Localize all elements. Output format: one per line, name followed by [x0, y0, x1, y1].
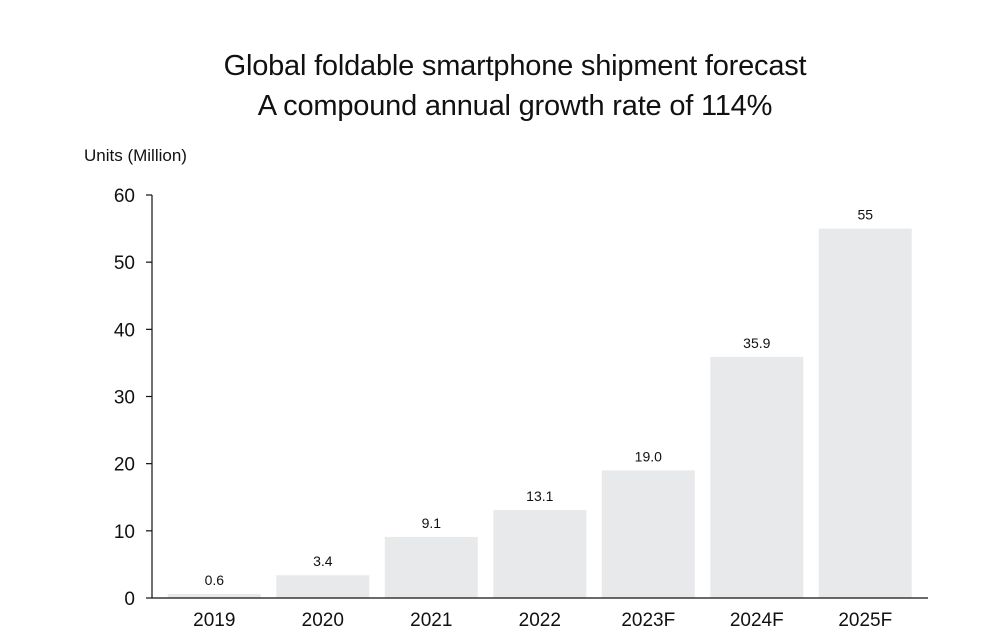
chart-title: Global foldable smartphone shipment fore…: [223, 50, 807, 82]
y-tick-label-0: 0: [124, 589, 135, 610]
data-label-2022: 13.1: [526, 488, 553, 504]
x-tick-label-2020: 2020: [302, 610, 344, 631]
bars-group: [167, 228, 912, 598]
bar-2020: [276, 575, 370, 598]
y-tick-label-20: 20: [114, 455, 135, 476]
x-tick-label-2019: 2019: [193, 610, 235, 631]
bar-2023F: [601, 470, 695, 598]
bar-2022: [493, 510, 587, 598]
y-tick-label-60: 60: [114, 186, 135, 207]
x-tick-label-2022: 2022: [519, 610, 561, 631]
bar-2024F: [710, 356, 804, 598]
bar-2025F: [818, 228, 912, 598]
y-axis-label: Units (Million): [84, 146, 187, 165]
y-tick-label-10: 10: [114, 522, 135, 543]
x-tick-label-2025F: 2025F: [838, 610, 892, 631]
data-label-2024F: 35.9: [743, 335, 770, 351]
bar-2019: [167, 594, 261, 598]
data-label-2019: 0.6: [205, 572, 225, 588]
data-label-2025F: 55: [858, 207, 874, 223]
data-label-2021: 9.1: [422, 515, 442, 531]
y-axis: 0 10 20 30 40 50 60: [114, 186, 153, 610]
bar-2021: [384, 536, 478, 598]
x-axis: 2019 2020 2021 2022 2023F 2024F 2025F: [152, 597, 928, 631]
chart-title-block: Global foldable smartphone shipment fore…: [0, 46, 1000, 126]
y-tick-label-50: 50: [114, 253, 135, 274]
y-tick-label-40: 40: [114, 320, 135, 341]
data-label-2023F: 19.0: [635, 448, 662, 464]
data-label-2020: 3.4: [313, 553, 333, 569]
x-tick-label-2023F: 2023F: [621, 610, 675, 631]
chart-subtitle: A compound annual growth rate of 114%: [257, 90, 773, 122]
y-tick-label-30: 30: [114, 388, 135, 409]
data-labels-group: 0.6 3.4 9.1 13.1 19.0 35.9 55: [205, 207, 874, 588]
x-tick-label-2021: 2021: [410, 610, 452, 631]
x-tick-label-2024F: 2024F: [730, 610, 784, 631]
